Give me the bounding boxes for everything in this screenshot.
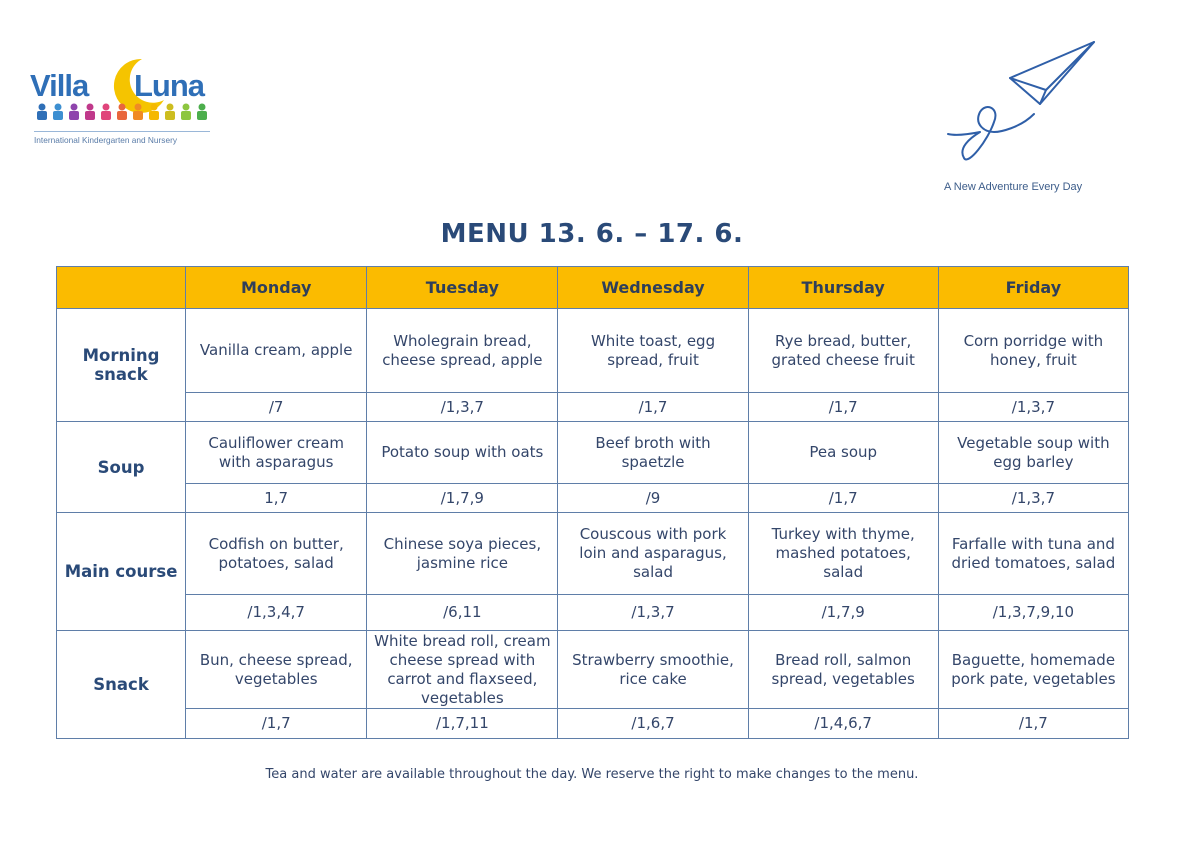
allergen-cell: /1,6,7 — [557, 708, 749, 739]
day-header-monday: Monday — [185, 266, 368, 309]
day-header-wednesday: Wednesday — [557, 266, 749, 309]
allergen-cell: /9 — [557, 483, 749, 513]
allergen-cell: /1,4,6,7 — [747, 708, 939, 739]
table-row: Soup Cauliflower cream with asparagus Po… — [55, 421, 1130, 513]
allergen-cell: /7 — [185, 392, 368, 422]
allergen-cell: /1,7,9 — [366, 483, 559, 513]
dish-cell: White bread roll, cream cheese spread wi… — [366, 630, 559, 709]
menu-table: Monday Tuesday Wednesday Thursday Friday… — [55, 266, 1130, 739]
paper-plane-icon — [947, 41, 1095, 161]
table-row: Main course Codfish on butter, potatoes,… — [55, 512, 1130, 631]
dish-cell: Farfalle with tuna and dried tomatoes, s… — [937, 512, 1130, 595]
page-title: MENU 13. 6. – 17. 6. — [440, 219, 744, 249]
logo-divider — [34, 131, 210, 132]
allergen-cell: /1,3,7 — [937, 483, 1130, 513]
day-header-tuesday: Tuesday — [366, 266, 559, 309]
header-row: Monday Tuesday Wednesday Thursday Friday — [55, 266, 1130, 309]
allergen-cell: /1,3,7 — [366, 392, 559, 422]
allergen-cell: /1,3,4,7 — [185, 594, 368, 631]
dish-cell: Bun, cheese spread, vegetables — [185, 630, 368, 709]
dish-cell: Strawberry smoothie, rice cake — [557, 630, 749, 709]
logo-word-left: Villa — [30, 68, 89, 103]
dish-cell: Codfish on butter, potatoes, salad — [185, 512, 368, 595]
day-header-friday: Friday — [937, 266, 1130, 309]
logo-word-right: Luna — [134, 68, 205, 103]
dish-cell: Corn porridge with honey, fruit — [937, 308, 1130, 393]
allergen-cell: /1,7,9 — [747, 594, 939, 631]
dish-cell: Beef broth with spaetzle — [557, 421, 749, 484]
dish-cell: Baguette, homemade pork pate, vegetables — [937, 630, 1130, 709]
allergen-row: /1,7 /1,7,11 /1,6,7 /1,4,6,7 /1,7 — [57, 708, 1130, 739]
allergen-cell: 1,7 — [185, 483, 368, 513]
allergen-row: 1,7 /1,7,9 /9 /1,7 /1,3,7 — [57, 483, 1130, 513]
day-header-thursday: Thursday — [747, 266, 939, 309]
dish-cell: White toast, egg spread, fruit — [557, 308, 749, 393]
table-row: Snack Bun, cheese spread, vegetables Whi… — [55, 630, 1130, 739]
dish-cell: Cauliflower cream with asparagus — [185, 421, 368, 484]
dish-cell: Turkey with thyme, mashed potatoes, sala… — [747, 512, 939, 595]
allergen-cell: /1,7,11 — [366, 708, 559, 739]
allergen-cell: /1,7 — [185, 708, 368, 739]
logo-subtitle: International Kindergarten and Nursery — [34, 135, 177, 145]
dish-cell: Couscous with pork loin and asparagus, s… — [557, 512, 749, 595]
footer-note: Tea and water are available throughout t… — [265, 767, 919, 782]
dish-cell: Potato soup with oats — [366, 421, 559, 484]
villa-luna-logo: Villa Luna International Kindergarten an… — [26, 52, 216, 152]
header-corner-cell — [55, 266, 187, 309]
category-soup: Soup — [55, 421, 187, 513]
category-morning-snack: Morning snack — [55, 308, 187, 422]
allergen-cell: /1,7 — [747, 392, 939, 422]
category-snack: Snack — [55, 630, 187, 739]
dish-cell: Vegetable soup with egg barley — [937, 421, 1130, 484]
allergen-cell: /1,7 — [747, 483, 939, 513]
dish-cell: Rye bread, butter, grated cheese fruit — [747, 308, 939, 393]
children-row-icon — [37, 103, 207, 120]
tagline: A New Adventure Every Day — [944, 181, 1083, 193]
allergen-row: /1,3,4,7 /6,11 /1,3,7 /1,7,9 /1,3,7,9,10 — [57, 594, 1130, 631]
allergen-cell: /1,3,7,9,10 — [937, 594, 1130, 631]
dish-cell: Vanilla cream, apple — [185, 308, 368, 393]
dish-cell: Wholegrain bread, cheese spread, apple — [366, 308, 559, 393]
crescent-moon-icon — [113, 58, 164, 113]
allergen-cell: /1,7 — [937, 708, 1130, 739]
allergen-cell: /1,7 — [557, 392, 749, 422]
category-main-course: Main course — [55, 512, 187, 631]
dish-cell: Bread roll, salmon spread, vegetables — [747, 630, 939, 709]
allergen-cell: /1,3,7 — [557, 594, 749, 631]
allergen-row: /7 /1,3,7 /1,7 /1,7 /1,3,7 — [57, 392, 1130, 422]
table-row: Morning snack Vanilla cream, apple Whole… — [55, 308, 1130, 422]
dish-cell: Pea soup — [747, 421, 939, 484]
dish-cell: Chinese soya pieces, jasmine rice — [366, 512, 559, 595]
allergen-cell: /6,11 — [366, 594, 559, 631]
allergen-cell: /1,3,7 — [937, 392, 1130, 422]
